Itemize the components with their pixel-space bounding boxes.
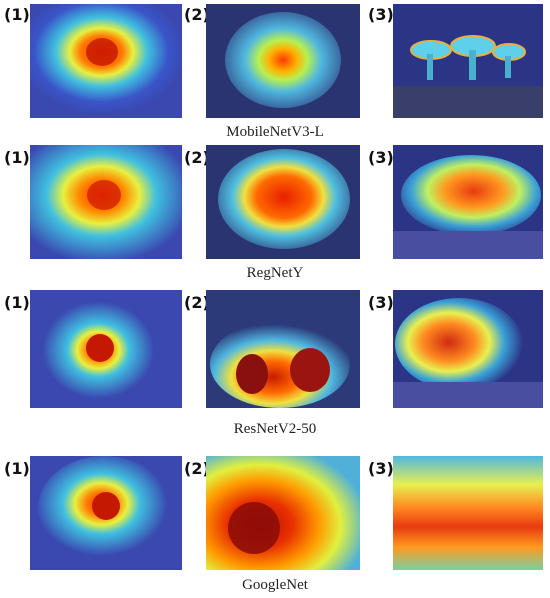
heatmap-image-2 <box>206 4 360 118</box>
heatmap-image-1 <box>30 290 182 408</box>
panel-label-1: (1) <box>4 148 30 167</box>
heatmap-image-1 <box>30 456 182 570</box>
panel-label-2: (2) <box>184 5 210 24</box>
heatmap-image-2 <box>206 456 360 570</box>
row-googlenet: (1) (2) <box>0 452 550 598</box>
panel-label-1: (1) <box>4 293 30 312</box>
panel-label-2: (2) <box>184 293 210 312</box>
heatmap-image-2 <box>206 290 360 408</box>
panel-label-2: (2) <box>184 459 210 478</box>
panel-label-3: (3) <box>368 5 394 24</box>
heatmap-image-3 <box>393 4 543 118</box>
row-resnetv2: (1) (2) <box>0 288 550 438</box>
panel-label-2: (2) <box>184 148 210 167</box>
model-caption: GoogleNet <box>242 577 308 593</box>
panel-label-3: (3) <box>368 148 394 167</box>
heatmap-image-1 <box>30 4 182 118</box>
heatmap-image-3 <box>393 290 543 408</box>
row-mobilenetv3: (1) (2) <box>0 0 550 140</box>
model-caption: RegNetY <box>246 265 304 281</box>
panel-label-1: (1) <box>4 5 30 24</box>
panel-label-3: (3) <box>368 293 394 312</box>
heatmap-image-3 <box>393 456 543 570</box>
row-regnety: (1) (2) <box>0 143 550 283</box>
panel-label-3: (3) <box>368 459 394 478</box>
heatmap-image-3 <box>393 145 543 259</box>
model-caption: ResNetV2-50 <box>233 421 317 437</box>
heatmap-image-1 <box>30 145 182 259</box>
heatmap-image-2 <box>206 145 360 259</box>
model-caption: MobileNetV3-L <box>226 124 324 140</box>
panel-label-1: (1) <box>4 459 30 478</box>
